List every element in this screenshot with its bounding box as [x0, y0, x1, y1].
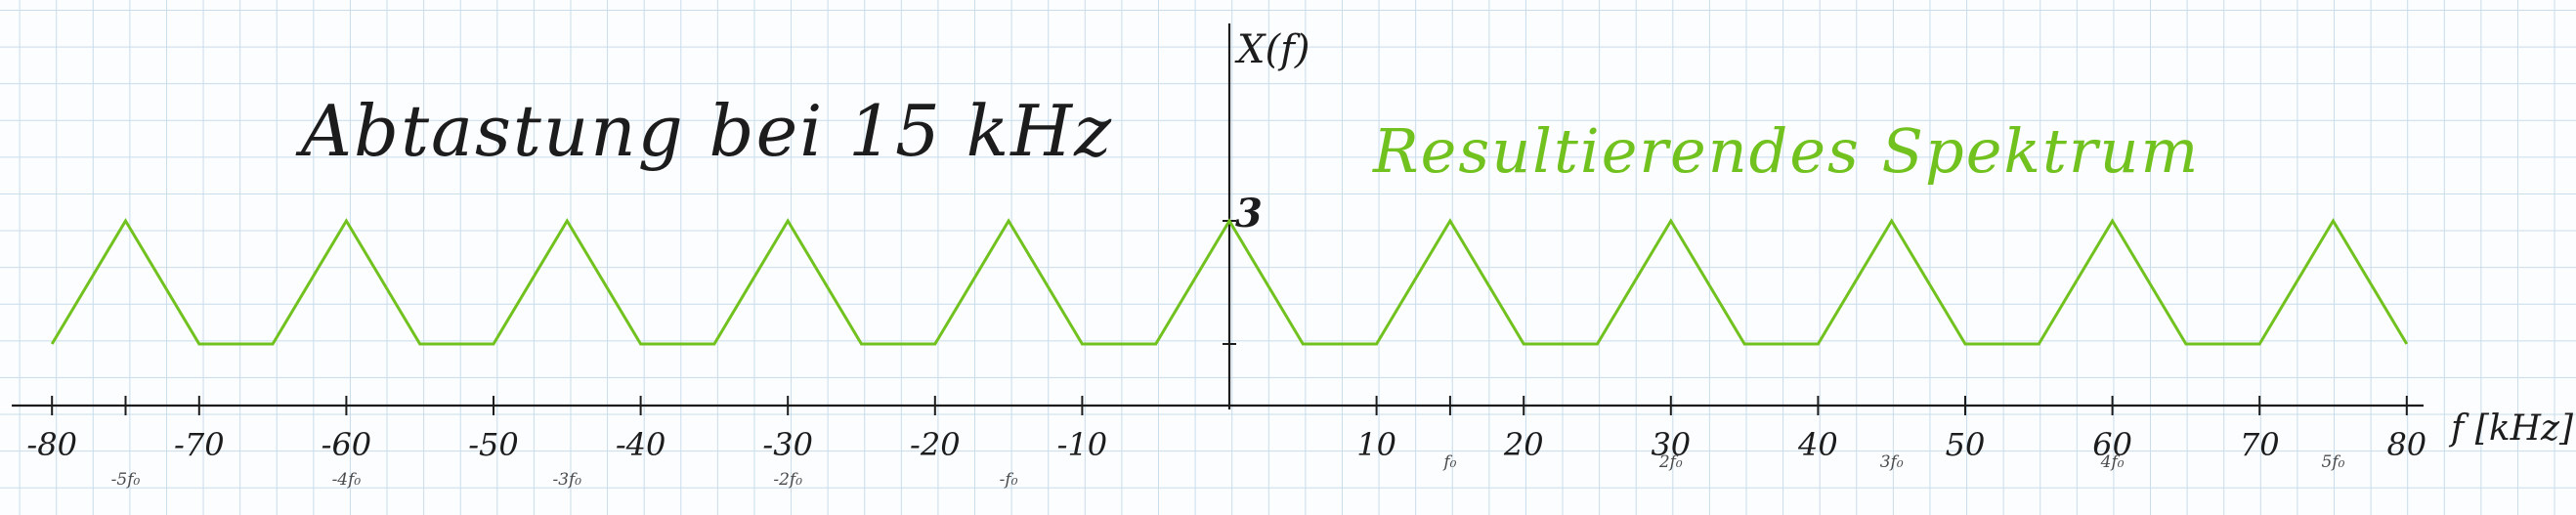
- x-ticks: [51, 220, 2408, 415]
- x-tick-label: -40: [616, 426, 666, 463]
- x-tick-label: -80: [26, 426, 77, 463]
- x-tick-label: 30: [1651, 426, 1691, 463]
- frequency-annotation: -5f₀: [111, 470, 141, 490]
- x-tick-label: 70: [2240, 426, 2280, 463]
- x-tick-labels: -80 -70 -60 -50 -40 -30 -20 -10 10 20 30 40 50 60 70 80: [26, 426, 2426, 463]
- x-tick-label: 40: [1797, 426, 1838, 463]
- x-tick-label: 20: [1503, 426, 1544, 463]
- x-tick-label: -10: [1057, 426, 1108, 463]
- frequency-annotation: 4f₀: [2100, 452, 2125, 472]
- x-tick-label: -50: [468, 426, 519, 463]
- frequency-annotation: 3f₀: [1880, 452, 1904, 472]
- x-tick-label: 10: [1356, 426, 1396, 463]
- x-tick-label: -30: [762, 426, 813, 463]
- spectrum-series-line: [50, 218, 2409, 346]
- frequency-annotation: 2f₀: [1658, 452, 1683, 472]
- x-tick-label: 50: [1946, 426, 1986, 463]
- axes: [12, 23, 2424, 409]
- x-tick-label: 80: [2386, 426, 2426, 463]
- x-tick-label: -20: [910, 426, 961, 463]
- frequency-annotation: 5f₀: [2322, 452, 2345, 472]
- x-tick-label: 60: [2092, 426, 2132, 463]
- spectrum-subtitle: Resultierendes Spektrum: [1373, 115, 2201, 187]
- diagram-title: Abtastung bei 15 kHz: [301, 90, 1114, 172]
- x-tick-label: -70: [174, 426, 225, 463]
- frequency-annotation: -3f₀: [552, 470, 581, 490]
- frequency-annotation: f₀: [1441, 452, 1456, 472]
- frequency-annotation: -2f₀: [773, 470, 802, 490]
- x-axis-label: f [kHz]: [2448, 408, 2574, 449]
- peak-value-label: 3: [1235, 191, 1263, 236]
- frequency-annotation: -4f₀: [332, 470, 362, 490]
- frequency-annotation: -f₀: [1000, 470, 1018, 490]
- y-axis-label: X(f): [1234, 27, 1310, 72]
- x-tick-label: -60: [322, 426, 372, 463]
- frequency-annotations: -5f₀ -4f₀ -3f₀ -2f₀ -f₀ f₀ 2f₀ 3f₀ 4f₀ 5f₀: [111, 452, 2345, 490]
